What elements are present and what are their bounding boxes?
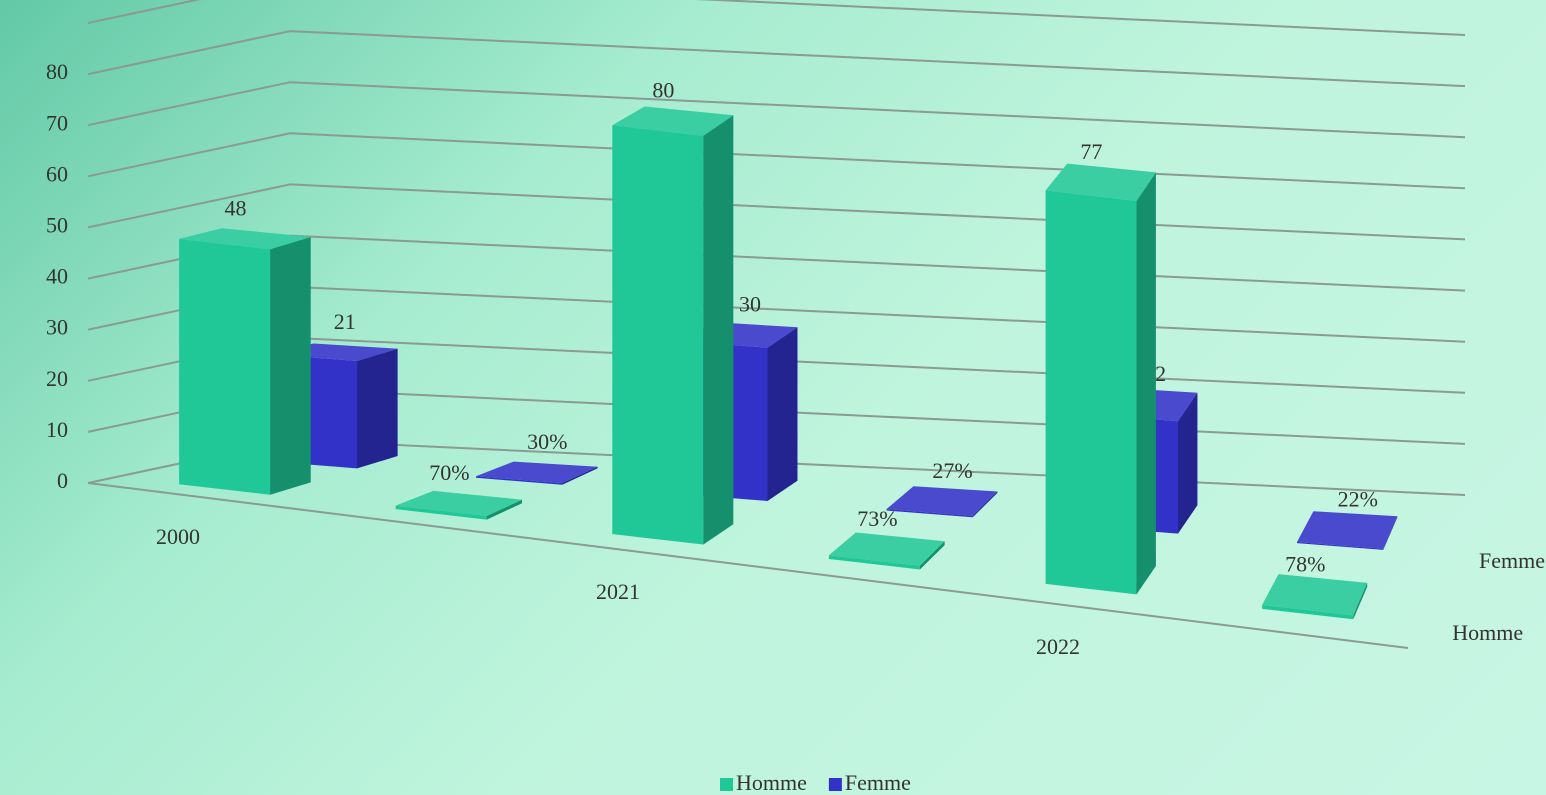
bar-side-shade <box>1136 172 1156 595</box>
bar-top-shade <box>886 486 998 516</box>
bar-side-shade <box>270 237 311 495</box>
wall-edge <box>87 0 1466 36</box>
y-tick-label: 20 <box>46 366 68 391</box>
bar-front <box>395 505 487 520</box>
bar-top <box>395 490 522 516</box>
bar-side <box>1136 172 1156 595</box>
bar-top-shade <box>476 461 598 484</box>
bar-top <box>1262 574 1368 616</box>
bar-front <box>886 509 973 518</box>
legend-swatch <box>720 778 733 791</box>
bar-side <box>1353 582 1368 620</box>
y-tick-label: 10 <box>46 417 68 442</box>
y-tick-label: 0 <box>57 468 68 493</box>
data-label: 78% <box>1285 551 1325 576</box>
grid-line <box>87 30 1466 88</box>
bar-side <box>972 491 998 518</box>
legend-swatch <box>828 778 842 791</box>
data-label: 73% <box>857 506 897 531</box>
bar-top-shade <box>828 532 945 566</box>
data-label: 30 <box>739 292 761 317</box>
bar-side-shade <box>1353 582 1368 620</box>
bar-top-shade <box>612 106 734 136</box>
bar-side <box>270 237 311 495</box>
bar-side <box>486 499 522 520</box>
bar-side-shade <box>703 115 734 545</box>
bar <box>1262 574 1368 620</box>
bar <box>828 532 945 570</box>
bar <box>476 461 598 485</box>
bar-top <box>1297 511 1398 549</box>
y-tick-label: 40 <box>46 264 68 289</box>
bar-side <box>703 115 734 545</box>
bar-side-shade <box>972 491 998 518</box>
x-tick-label: 2022 <box>1036 634 1080 659</box>
bar <box>1045 163 1156 595</box>
bar-side-shade <box>919 541 945 570</box>
y-tick-label: 80 <box>46 59 68 84</box>
bar-side-shade <box>562 466 598 485</box>
bar-top-shade <box>1045 163 1156 201</box>
bar-top-shade <box>179 228 311 250</box>
bar <box>1297 511 1398 550</box>
x-tick-label: 2021 <box>596 579 640 604</box>
bar-top-shade <box>1297 511 1398 549</box>
bar <box>612 106 734 545</box>
x-tick-label: 2000 <box>156 524 200 549</box>
bar-side <box>767 327 798 501</box>
bar <box>395 490 522 520</box>
bar-side-shade <box>1383 516 1398 550</box>
bar-top <box>1045 163 1156 201</box>
bar-front <box>828 555 920 570</box>
bar-front <box>476 476 563 485</box>
depth-label: Homme <box>1452 620 1523 645</box>
depth-label: Femme <box>1479 548 1545 573</box>
data-label: 70% <box>429 460 469 485</box>
bar-top <box>476 461 598 484</box>
bar-top-shade <box>395 490 522 516</box>
bar-side <box>919 541 945 570</box>
grid-line <box>87 132 1466 190</box>
bar-side-shade <box>767 327 798 501</box>
y-tick-label: 30 <box>46 315 68 340</box>
data-label: 30% <box>527 429 567 454</box>
y-tick-label: 70 <box>46 110 68 135</box>
legend-label: Homme <box>736 770 807 795</box>
bar <box>886 486 998 518</box>
bar-side-shade <box>486 499 522 520</box>
legend-label: Femme <box>845 770 911 795</box>
data-label: 22% <box>1338 487 1378 512</box>
bar-side-shade <box>357 348 398 469</box>
bar-top <box>179 228 311 250</box>
grid-line <box>87 183 1466 241</box>
floor-edge <box>87 482 1409 649</box>
bar-side-shade <box>1178 392 1198 534</box>
data-label: 80 <box>652 78 674 103</box>
bar-top-shade <box>1262 574 1368 616</box>
data-label: 27% <box>932 458 972 483</box>
bar-side <box>357 348 398 469</box>
bar-front <box>1297 542 1384 550</box>
bar-side <box>1178 392 1198 534</box>
bar <box>179 228 311 495</box>
y-tick-label: 60 <box>46 161 68 186</box>
bar-top <box>828 532 945 566</box>
grid-line <box>87 81 1466 139</box>
y-tick-label: 50 <box>46 212 68 237</box>
data-label: 21 <box>334 309 356 334</box>
bar-side <box>1383 516 1398 550</box>
bar-front <box>1045 190 1137 595</box>
bar-front <box>179 238 271 495</box>
bar-front <box>1262 604 1354 620</box>
data-label: 48 <box>224 195 246 220</box>
data-label: 77 <box>1080 139 1102 164</box>
bar-top <box>886 486 998 516</box>
bar-side <box>562 466 598 485</box>
bar-front <box>612 125 704 545</box>
bar-top <box>612 106 734 136</box>
